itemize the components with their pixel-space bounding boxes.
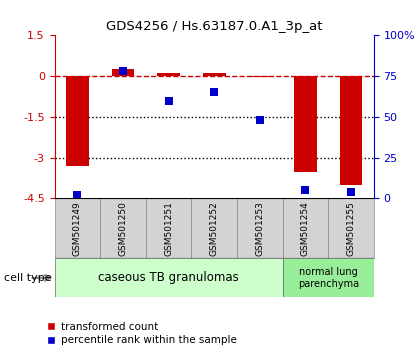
Text: GSM501253: GSM501253 [255,201,264,256]
Bar [112,69,134,76]
Bar [146,198,192,258]
Text: GSM501250: GSM501250 [118,201,128,256]
Title: GDS4256 / Hs.63187.0.A1_3p_at: GDS4256 / Hs.63187.0.A1_3p_at [106,20,323,33]
Bar [66,76,89,166]
Bar [283,198,328,258]
Bar [100,198,146,258]
Text: GSM501254: GSM501254 [301,201,310,256]
Text: GSM501252: GSM501252 [210,201,219,256]
Point [302,187,309,193]
Bar [157,73,180,76]
Bar [55,198,100,258]
Bar [248,76,271,78]
Bar [283,258,374,297]
Point [165,98,172,103]
Bar [192,198,237,258]
Legend: transformed count, percentile rank within the sample: transformed count, percentile rank withi… [47,322,236,345]
Point [348,189,354,195]
Bar [328,198,374,258]
Point [211,90,218,95]
Text: GSM501251: GSM501251 [164,201,173,256]
Bar [294,76,317,172]
Point [120,68,126,74]
Text: caseous TB granulomas: caseous TB granulomas [98,272,239,284]
Bar [203,73,226,76]
Text: normal lung
parenchyma: normal lung parenchyma [298,267,359,289]
Point [74,192,81,198]
Bar [237,198,283,258]
Text: cell type: cell type [4,273,52,283]
Bar [340,76,362,185]
Bar [55,258,283,297]
Point [257,117,263,123]
Text: GSM501249: GSM501249 [73,201,82,256]
Text: GSM501255: GSM501255 [346,201,355,256]
